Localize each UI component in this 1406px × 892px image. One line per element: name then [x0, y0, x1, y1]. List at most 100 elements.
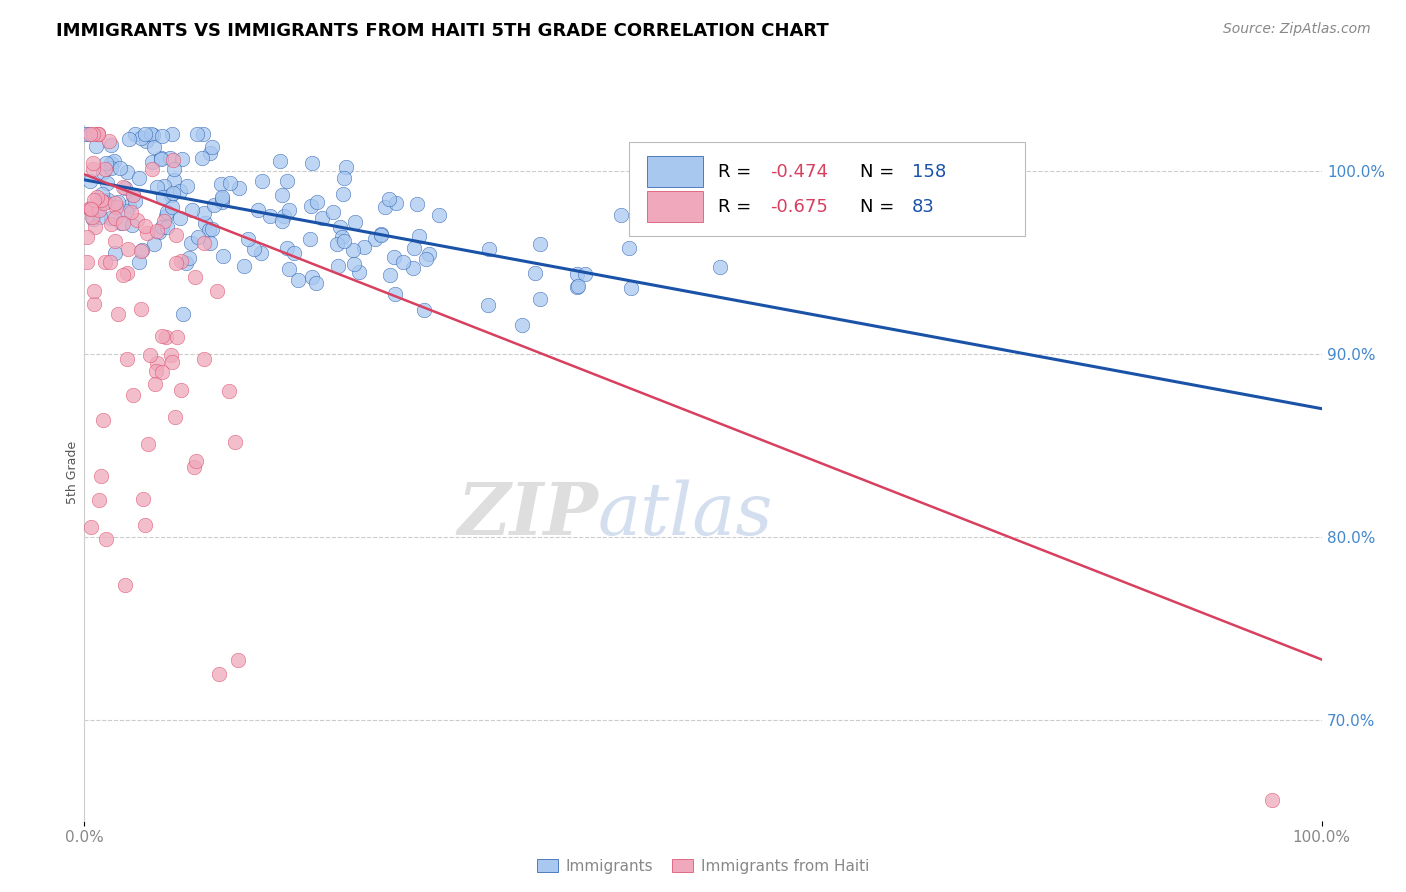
- Point: [163, 173, 186, 187]
- Point: [353, 239, 375, 253]
- Point: [143, 376, 166, 391]
- Point: [129, 301, 152, 316]
- Point: [219, 177, 242, 191]
- Point: [96, 156, 118, 170]
- Point: [165, 255, 187, 269]
- Point: [228, 181, 250, 195]
- Point: [174, 256, 197, 270]
- Point: [79, 174, 101, 188]
- Point: [329, 219, 352, 234]
- Point: [194, 216, 217, 230]
- Point: [187, 229, 209, 244]
- Point: [114, 181, 136, 195]
- Point: [135, 134, 157, 148]
- Point: [87, 127, 110, 141]
- Point: [107, 307, 129, 321]
- Point: [276, 241, 298, 255]
- Point: [93, 194, 115, 209]
- Point: [98, 255, 121, 269]
- Point: [183, 269, 205, 284]
- Point: [141, 154, 163, 169]
- Point: [186, 128, 208, 142]
- Point: [139, 348, 162, 362]
- FancyBboxPatch shape: [647, 156, 703, 187]
- Point: [170, 254, 193, 268]
- Point: [404, 241, 426, 255]
- Point: [103, 154, 125, 169]
- Point: [370, 227, 392, 241]
- Point: [401, 261, 423, 276]
- Point: [79, 127, 101, 141]
- Point: [105, 200, 128, 214]
- Point: [152, 220, 174, 235]
- Point: [155, 209, 177, 223]
- Point: [162, 161, 184, 176]
- Point: [80, 202, 103, 217]
- Point: [149, 151, 172, 165]
- Point: [335, 160, 357, 174]
- Point: [79, 202, 101, 217]
- Point: [82, 127, 104, 141]
- Point: [567, 279, 589, 293]
- Point: [134, 219, 156, 234]
- Point: [121, 218, 143, 232]
- FancyBboxPatch shape: [647, 191, 703, 222]
- Point: [159, 151, 181, 165]
- Point: [477, 298, 499, 312]
- Point: [201, 222, 224, 236]
- Point: [201, 140, 224, 154]
- Point: [160, 200, 183, 214]
- Legend: Immigrants, Immigrants from Haiti: Immigrants, Immigrants from Haiti: [530, 853, 876, 880]
- Point: [131, 491, 153, 506]
- Point: [374, 200, 396, 214]
- Point: [86, 203, 108, 218]
- Point: [243, 242, 266, 256]
- Point: [121, 387, 143, 401]
- Point: [93, 195, 115, 210]
- Point: [523, 266, 546, 280]
- Point: [413, 302, 436, 317]
- Point: [87, 202, 110, 217]
- Point: [277, 262, 299, 277]
- Text: N =: N =: [860, 198, 900, 216]
- Point: [93, 161, 115, 176]
- Point: [311, 211, 333, 225]
- Point: [343, 257, 366, 271]
- Point: [218, 384, 240, 398]
- Point: [107, 195, 129, 210]
- Point: [184, 454, 207, 468]
- Point: [165, 227, 187, 242]
- Point: [104, 211, 127, 225]
- Point: [91, 164, 114, 178]
- Point: [181, 202, 204, 217]
- Point: [83, 193, 105, 207]
- Point: [146, 356, 169, 370]
- Point: [619, 241, 641, 255]
- Point: [76, 229, 98, 244]
- Point: [129, 244, 152, 259]
- Point: [200, 146, 222, 161]
- Point: [169, 184, 191, 198]
- Point: [150, 153, 173, 167]
- Point: [112, 216, 135, 230]
- Point: [155, 330, 177, 344]
- Point: [271, 187, 294, 202]
- Point: [364, 232, 387, 246]
- Point: [512, 318, 534, 332]
- Point: [112, 179, 135, 194]
- Point: [153, 214, 176, 228]
- Point: [80, 520, 103, 534]
- Point: [90, 186, 112, 201]
- Point: [391, 255, 413, 269]
- Point: [142, 237, 165, 252]
- Text: 158: 158: [912, 163, 946, 181]
- Point: [415, 252, 437, 267]
- Point: [333, 170, 356, 185]
- Point: [343, 215, 366, 229]
- Point: [247, 202, 270, 217]
- Point: [193, 235, 215, 250]
- Point: [233, 259, 256, 273]
- Point: [148, 225, 170, 239]
- Point: [211, 195, 233, 210]
- Point: [152, 128, 174, 143]
